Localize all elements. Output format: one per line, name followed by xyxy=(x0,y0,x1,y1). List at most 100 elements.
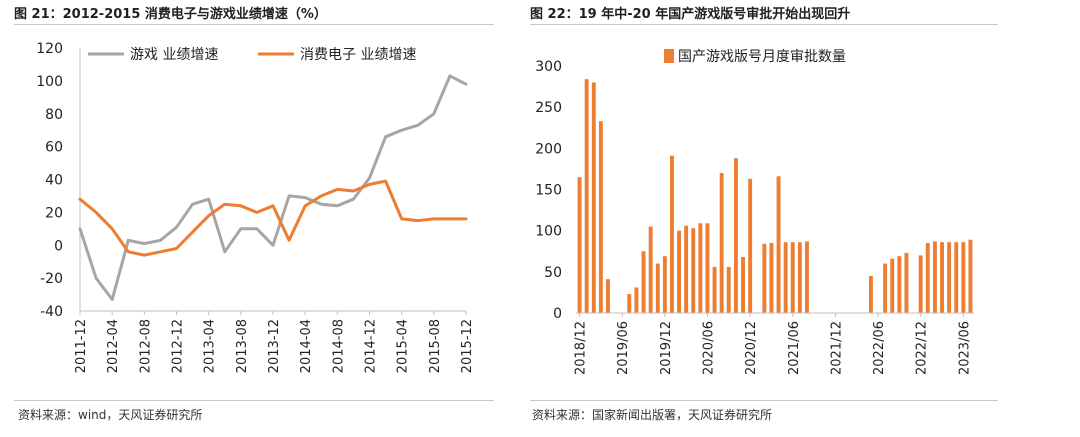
bar xyxy=(890,258,895,313)
bar xyxy=(719,173,724,313)
chart-panel-game-vs-consumer-electronics: 图 21：2012-2015 消费电子与游戏业绩增速（%） -40 -20 0 20 4… xyxy=(0,0,510,437)
y-tick-label: 0 xyxy=(54,238,63,254)
x-tick-label: 2014-04 xyxy=(299,319,314,373)
x-tick-label: 2019/06 xyxy=(616,321,631,375)
bar xyxy=(741,257,745,313)
x-tick-label: 2019/12 xyxy=(659,321,674,375)
source-note: 资料来源：国家新闻出版署，天风证券研究所 xyxy=(532,408,773,422)
y-tick-label: 150 xyxy=(535,183,562,199)
bar xyxy=(684,225,689,313)
title-divider xyxy=(530,24,998,25)
bar xyxy=(662,256,667,313)
x-tick-label: 2014-12 xyxy=(364,319,379,373)
x-tick-label: 2015-08 xyxy=(428,319,443,373)
x-tick-label: 2018/12 xyxy=(574,321,589,375)
bar xyxy=(677,230,681,313)
y-tick-label: 20 xyxy=(45,205,63,221)
y-tick-label: 200 xyxy=(535,141,562,157)
bar xyxy=(705,223,710,313)
x-tick-label: 2015-04 xyxy=(396,319,411,373)
bar xyxy=(698,223,703,313)
bar-chart: 0 50 100 150 200 250 300 2018/12 2019/06 2019/12 2… xyxy=(535,49,974,375)
bar xyxy=(691,228,696,313)
x-tick-label: 2012-12 xyxy=(171,319,186,373)
bar xyxy=(598,121,603,313)
bar xyxy=(670,155,674,313)
x-tick-label: 2012-04 xyxy=(106,319,121,373)
bar xyxy=(584,79,589,313)
x-tick-label: 2023/06 xyxy=(957,321,972,375)
bar xyxy=(968,239,973,313)
bar xyxy=(577,177,582,313)
x-tick-label: 2012-08 xyxy=(138,319,153,373)
bar xyxy=(734,158,738,313)
source-divider xyxy=(14,400,494,401)
y-tick-label: 80 xyxy=(45,107,63,123)
line-chart: -40 -20 0 20 40 60 80 100 120 2011-12 2012-04 2012-… xyxy=(36,41,475,373)
bar xyxy=(606,279,610,313)
x-tick-label: 2021/12 xyxy=(829,321,844,375)
figure-title: 图 22：19 年中-20 年国产游戏版号审批开始出现回升 xyxy=(530,7,851,22)
x-tick-label: 2011-12 xyxy=(74,319,89,373)
y-tick-label: 0 xyxy=(553,306,562,322)
y-tick-label: 100 xyxy=(535,224,562,240)
bar xyxy=(641,251,646,314)
bar xyxy=(797,242,802,313)
bar xyxy=(655,263,660,313)
bar xyxy=(762,243,767,313)
bar xyxy=(726,266,731,313)
x-tick-label: 2020/06 xyxy=(701,321,716,375)
bar xyxy=(769,243,774,313)
bar xyxy=(954,242,959,313)
y-tick-label: 50 xyxy=(544,265,562,281)
legend-label: 消费电子 业绩增速 xyxy=(300,47,416,63)
bar xyxy=(790,242,795,313)
y-tick-label: 40 xyxy=(45,173,63,189)
bar xyxy=(748,178,753,313)
bar xyxy=(897,256,902,313)
x-tick-label: 2014-08 xyxy=(331,319,346,373)
y-tick-label: -20 xyxy=(40,271,63,287)
y-tick-label: 250 xyxy=(535,100,562,116)
x-tick-label: 2013-04 xyxy=(203,319,218,373)
bar xyxy=(925,243,930,313)
x-tick-label: 2013-08 xyxy=(235,319,250,373)
bar xyxy=(869,275,873,313)
x-tick-label: 2020/12 xyxy=(744,321,759,375)
source-divider xyxy=(530,400,998,401)
bar xyxy=(591,82,596,313)
bar xyxy=(883,263,888,313)
bar xyxy=(947,242,952,313)
y-tick-label: 100 xyxy=(36,74,63,90)
bar xyxy=(648,226,653,313)
y-tick-label: 60 xyxy=(45,140,63,156)
bar xyxy=(918,255,923,313)
bar xyxy=(712,266,717,313)
bar xyxy=(627,294,632,313)
source-note: 资料来源：wind，天风证券研究所 xyxy=(18,408,203,422)
x-tick-label: 2015-12 xyxy=(460,319,475,373)
bar xyxy=(940,242,944,313)
x-tick-label: 2013-12 xyxy=(267,319,282,373)
y-tick-label: -40 xyxy=(40,304,63,320)
bar xyxy=(776,176,781,313)
series-line xyxy=(78,179,468,257)
bar xyxy=(634,287,639,313)
bar xyxy=(961,242,966,313)
title-divider xyxy=(14,24,494,25)
series-line xyxy=(78,74,468,301)
bar xyxy=(805,241,809,313)
y-tick-label: 300 xyxy=(535,59,562,75)
x-tick-label: 2022/12 xyxy=(915,321,930,375)
legend-label: 国产游戏版号月度审批数量 xyxy=(678,49,846,65)
bar xyxy=(933,241,937,313)
x-tick-label: 2021/06 xyxy=(787,321,802,375)
bar xyxy=(904,252,909,313)
bar xyxy=(783,242,788,313)
x-tick-label: 2022/06 xyxy=(872,321,887,375)
figure-title: 图 21：2012-2015 消费电子与游戏业绩增速（%） xyxy=(14,7,327,22)
legend-swatch xyxy=(664,49,674,63)
y-tick-label: 120 xyxy=(36,41,63,57)
chart-panel-game-license-approvals: 图 22：19 年中-20 年国产游戏版号审批开始出现回升 0 50 100 150 2… xyxy=(530,0,1080,437)
legend-label: 游戏 业绩增速 xyxy=(130,47,218,63)
